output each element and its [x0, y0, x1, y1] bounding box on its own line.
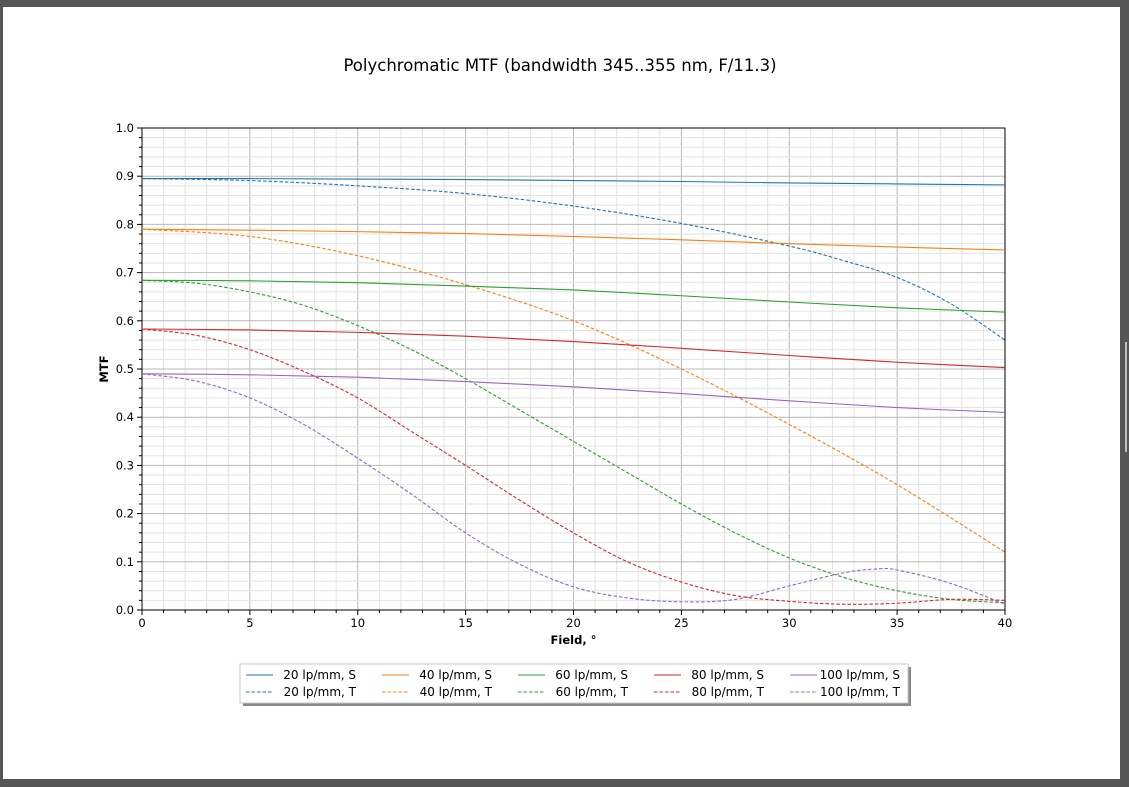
y-tick-label: 0.7	[116, 266, 134, 280]
y-tick-label: 0.3	[116, 458, 134, 472]
y-tick-label: 0.1	[116, 555, 134, 569]
series-line-20-lp-mm-s	[141, 178, 1006, 186]
legend-label: 80 lp/mm, T	[692, 685, 765, 699]
y-tick-label: 0.5	[116, 362, 134, 376]
axes: 0 5 10 15 20 25 30 35 40 0.0 0.1 0.2 0.3 0.4 0.5 0.6 0.7…	[116, 121, 1013, 630]
x-tick-label: 0	[138, 616, 145, 630]
y-tick-label: 0.0	[116, 603, 134, 617]
y-tick-label: 0.9	[116, 169, 134, 183]
legend-label: 40 lp/mm, S	[419, 668, 492, 682]
grid	[142, 128, 1005, 610]
series-line-40-lp-mm-s	[141, 228, 1006, 251]
legend-label: 40 lp/mm, T	[420, 685, 493, 699]
y-tick-label: 0.8	[116, 217, 134, 231]
x-tick-label: 35	[890, 616, 905, 630]
legend-label: 60 lp/mm, T	[556, 685, 629, 699]
series-line-20-lp-mm-t	[141, 178, 1006, 341]
legend-label: 60 lp/mm, S	[555, 668, 628, 682]
legend-label: 100 lp/mm, S	[820, 668, 900, 682]
y-tick-label: 1.0	[116, 121, 134, 135]
x-tick-label: 10	[350, 616, 365, 630]
chart-title: Polychromatic MTF (bandwidth 345..355 nm…	[343, 56, 776, 75]
y-axis-label: MTF	[97, 355, 111, 382]
x-tick-label: 25	[674, 616, 689, 630]
series-line-60-lp-mm-s	[141, 279, 1006, 313]
scrollbar-edge[interactable]	[1125, 342, 1127, 452]
series-line-80-lp-mm-s	[141, 328, 1006, 369]
x-tick-label: 30	[782, 616, 797, 630]
x-tick-label: 40	[998, 616, 1013, 630]
legend-box	[239, 663, 909, 704]
legend-label: 20 lp/mm, S	[283, 668, 356, 682]
legend: 20 lp/mm, S 20 lp/mm, T 40 lp/mm, S 40 lp/m…	[239, 663, 911, 706]
x-axis-label: Field, °	[551, 633, 597, 647]
x-tick-label: 20	[566, 616, 581, 630]
series-line-40-lp-mm-t	[141, 228, 1006, 553]
y-tick-label: 0.6	[116, 314, 134, 328]
plot-window	[3, 7, 1120, 779]
series-line-100-lp-mm-s	[141, 373, 1006, 413]
series-lines	[141, 178, 1006, 605]
series-line-100-lp-mm-t	[141, 373, 1006, 605]
legend-label: 100 lp/mm, T	[820, 685, 901, 699]
legend-label: 20 lp/mm, T	[284, 685, 357, 699]
y-tick-label: 0.2	[116, 507, 134, 521]
x-tick-label: 5	[246, 616, 253, 630]
x-tick-label: 15	[458, 616, 473, 630]
legend-label: 80 lp/mm, S	[691, 668, 764, 682]
y-tick-label: 0.4	[116, 410, 134, 424]
